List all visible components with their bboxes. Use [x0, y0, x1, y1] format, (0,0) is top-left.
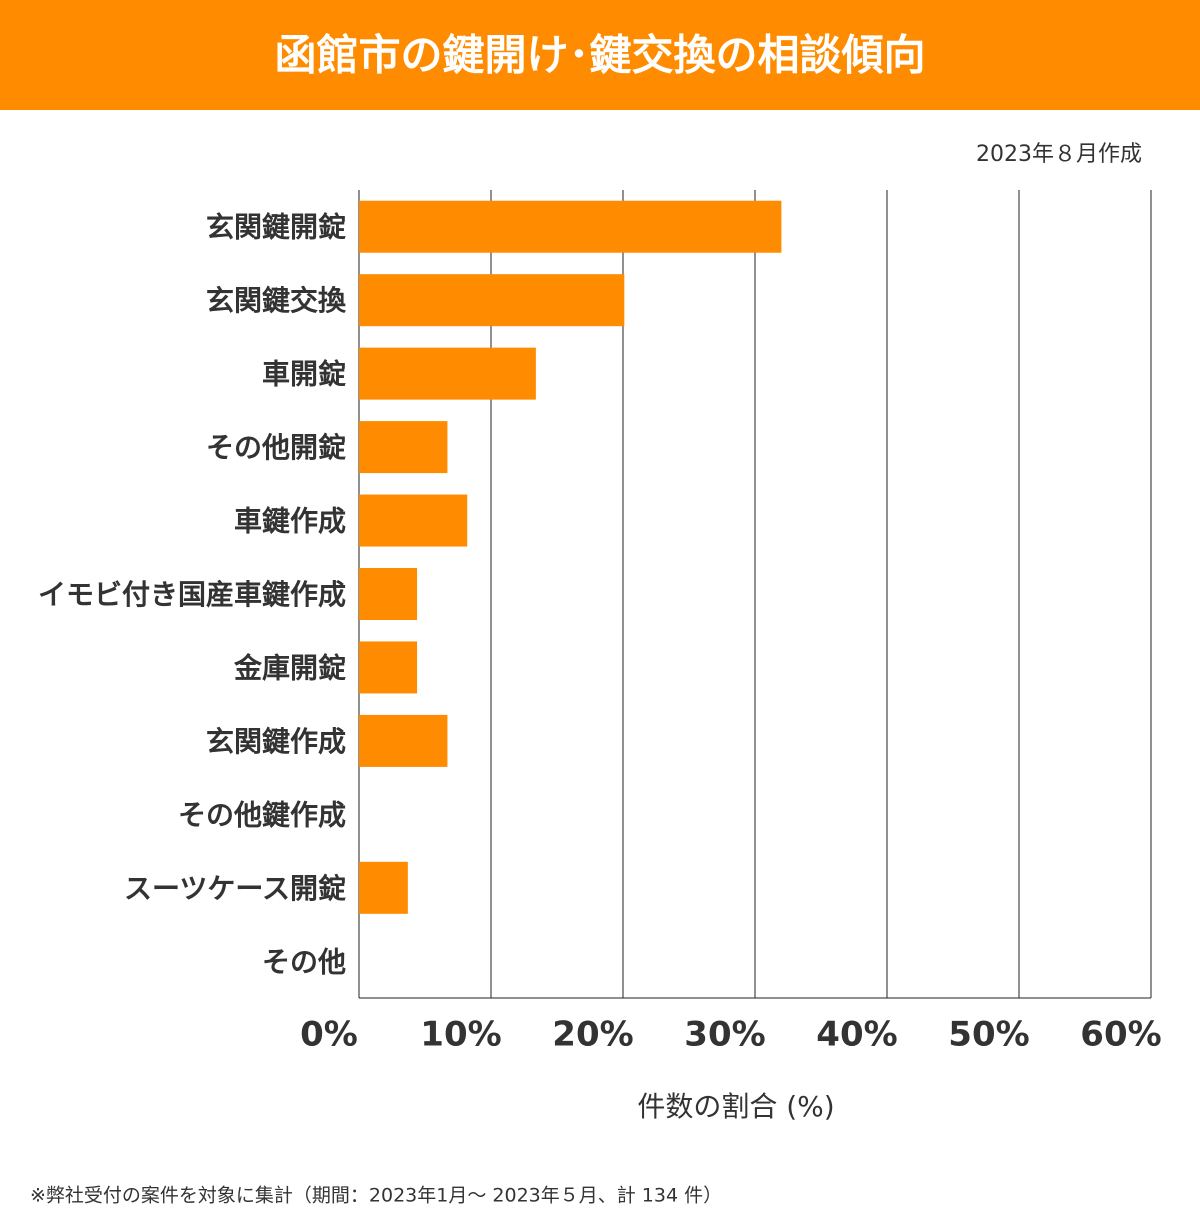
- y-tick-label: 車鍵作成: [234, 505, 346, 538]
- x-tick-label: 30%: [684, 1015, 765, 1055]
- bar: [359, 568, 418, 620]
- y-tick-label: その他: [262, 945, 346, 978]
- bar: [359, 347, 536, 400]
- y-tick-label: スーツケース開錠: [124, 872, 346, 905]
- x-axis-label: 件数の割合 (%): [637, 1090, 834, 1123]
- y-tick-label: 車開錠: [262, 358, 346, 391]
- chart-title: 函館市の鍵開け･鍵交換の相談傾向: [274, 31, 925, 80]
- x-tick-label: 40%: [816, 1015, 897, 1055]
- y-tick-label: 玄関鍵開錠: [206, 211, 346, 244]
- bar: [359, 421, 448, 474]
- x-tick-label: 60%: [1080, 1015, 1161, 1055]
- bar: [359, 494, 468, 547]
- x-tick-label: 20%: [552, 1015, 633, 1055]
- y-tick-label: イモビ付き国産車鍵作成: [38, 578, 346, 611]
- bar: [359, 861, 408, 914]
- y-tick-label: 金庫開錠: [233, 651, 346, 684]
- x-tick-label: 10%: [420, 1015, 501, 1055]
- y-tick-label: その他鍵作成: [178, 798, 346, 831]
- bar: [359, 274, 625, 327]
- bar: [359, 641, 418, 694]
- bar: [359, 200, 782, 253]
- y-tick-label: その他開錠: [206, 431, 346, 464]
- x-tick-label: 0%: [300, 1015, 358, 1055]
- y-tick-label: 玄関鍵交換: [206, 284, 347, 317]
- bar: [359, 714, 448, 767]
- x-tick-label: 50%: [948, 1015, 1029, 1055]
- footnote: ※弊社受付の案件を対象に集計（期間：2023年1月～ 2023年５月、計 134…: [30, 1185, 722, 1207]
- title-band: [0, 0, 1200, 110]
- y-tick-label: 玄関鍵作成: [206, 725, 346, 758]
- subtitle: 2023年８月作成: [976, 142, 1142, 167]
